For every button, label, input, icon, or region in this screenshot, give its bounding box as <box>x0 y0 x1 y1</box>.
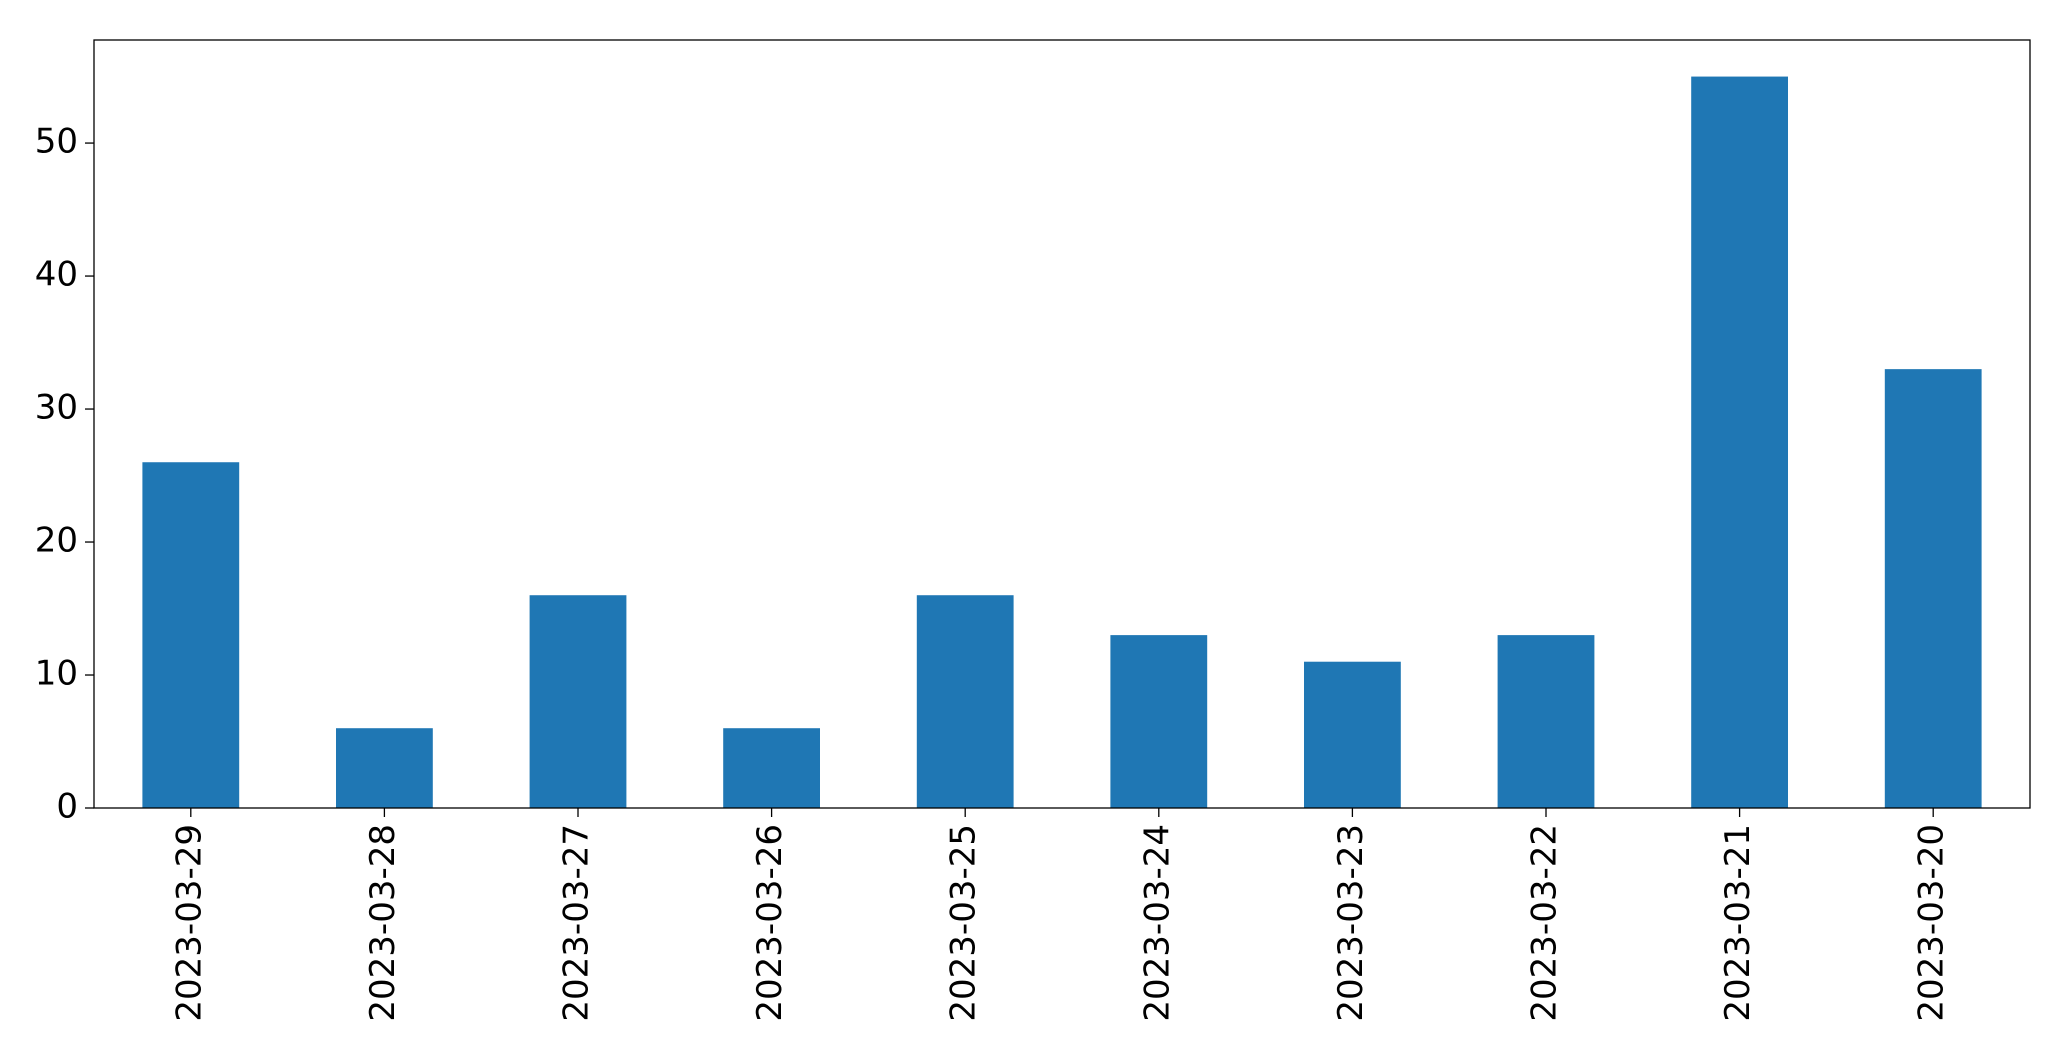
bar <box>916 595 1014 808</box>
x-tick-label: 2023-03-20 <box>1912 824 1952 1022</box>
y-tick-label: 30 <box>35 388 78 428</box>
bar <box>336 728 433 808</box>
bar <box>1110 635 1208 808</box>
x-tick-label: 2023-03-28 <box>363 824 403 1022</box>
x-tick-label: 2023-03-24 <box>1137 824 1177 1022</box>
bar <box>142 462 240 808</box>
x-tick-label: 2023-03-23 <box>1331 824 1371 1022</box>
bar <box>1691 76 1788 809</box>
x-tick-label: 2023-03-27 <box>557 824 597 1022</box>
x-tick-label: 2023-03-26 <box>750 824 790 1022</box>
bar <box>529 595 627 808</box>
x-tick-label: 2023-03-25 <box>944 824 984 1022</box>
bar <box>1884 369 1982 808</box>
bar <box>1304 661 1401 808</box>
plot-frame <box>93 39 2031 809</box>
bar <box>1497 635 1595 808</box>
y-tick-label: 10 <box>35 654 78 694</box>
y-tick-label: 20 <box>35 521 78 561</box>
bar <box>723 728 820 808</box>
y-tick-label: 50 <box>35 122 78 162</box>
x-tick-label: 2023-03-21 <box>1718 824 1758 1022</box>
x-tick-label: 2023-03-29 <box>169 824 209 1022</box>
y-tick-label: 0 <box>56 787 78 827</box>
x-tick-label: 2023-03-22 <box>1525 824 1565 1022</box>
y-tick-label: 40 <box>35 255 78 295</box>
